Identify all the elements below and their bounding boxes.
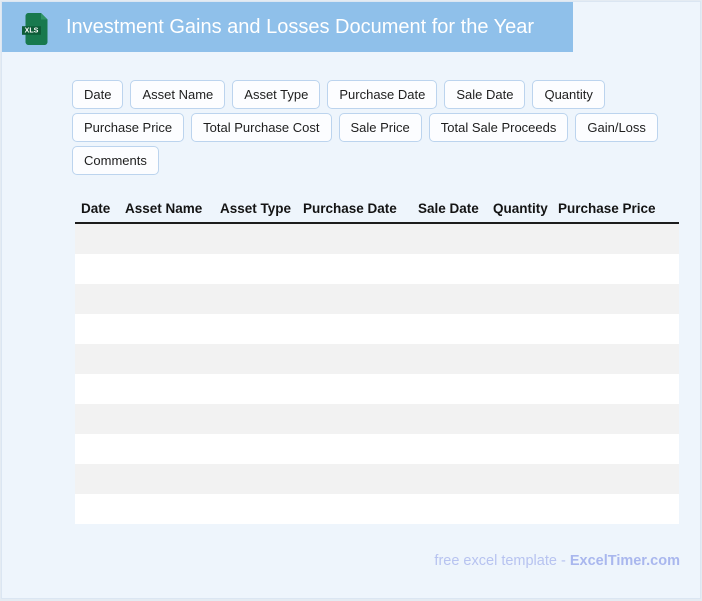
svg-text:XLS: XLS	[25, 26, 39, 34]
